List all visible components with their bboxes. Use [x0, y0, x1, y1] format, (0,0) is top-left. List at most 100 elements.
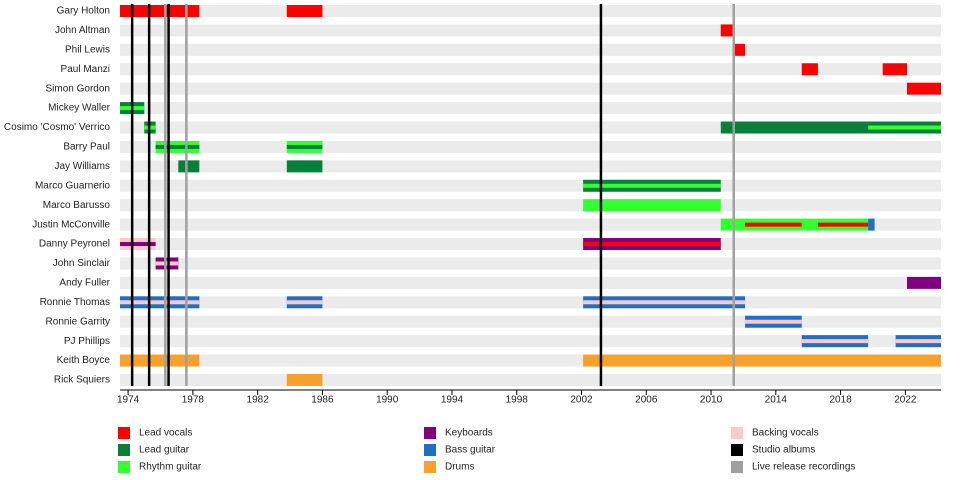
x-tick-label: 1978 [182, 395, 205, 406]
x-tick-label: 1982 [247, 395, 270, 406]
role-bar [178, 160, 200, 173]
member-name: Jay Williams [54, 161, 110, 172]
role-bar [733, 43, 746, 56]
row-band [120, 179, 941, 192]
legend-swatch [731, 427, 743, 439]
role-bar [868, 218, 875, 231]
member-name: PJ Phillips [64, 336, 110, 347]
role-bar [583, 199, 721, 212]
row-band [120, 315, 941, 328]
row-band [120, 121, 941, 134]
legend-swatch [731, 461, 743, 473]
x-tick-label: 1994 [441, 395, 464, 406]
legend-label: Rhythm guitar [139, 462, 202, 473]
x-tick-label: 2006 [635, 395, 658, 406]
role-bar [906, 276, 941, 289]
role-stripe [155, 261, 179, 266]
member-name: Keith Boyce [57, 355, 111, 366]
role-bar [120, 5, 200, 17]
row-band [120, 5, 941, 17]
member-name: Phil Lewis [65, 44, 110, 55]
legend-label: Lead vocals [139, 428, 192, 439]
legend-swatch [424, 444, 436, 456]
legend-label: Bass guitar [445, 445, 496, 456]
member-name: Justin McConville [32, 219, 110, 230]
member-name: Cosimo 'Cosmo' Verrico [4, 122, 111, 133]
role-bar [120, 354, 200, 367]
row-band [120, 102, 941, 115]
row-band [120, 43, 941, 56]
member-name: Barry Paul [63, 142, 110, 153]
role-bar [286, 160, 323, 173]
legend-swatch [731, 444, 743, 456]
member-name: Gary Holton [57, 6, 110, 17]
role-bar [286, 5, 323, 17]
member-name: Andy Fuller [59, 278, 110, 289]
role-stripe [745, 319, 802, 324]
role-stripe [745, 222, 802, 227]
legend-swatch [424, 427, 436, 439]
row-band [120, 373, 941, 386]
legend-label: Live release recordings [752, 462, 855, 473]
legend-swatch [424, 461, 436, 473]
member-name: Marco Barusso [43, 200, 111, 211]
member-name: Rick Squiers [54, 375, 110, 386]
role-stripe [817, 222, 869, 227]
row-band [120, 296, 941, 309]
member-name: Marco Guarnerio [35, 180, 110, 191]
row-band [120, 160, 941, 173]
role-stripe [583, 183, 721, 188]
x-tick-label: 2014 [765, 395, 788, 406]
row-band [120, 276, 941, 289]
member-name: Danny Peyronel [39, 239, 110, 250]
legend-swatch [118, 427, 130, 439]
member-name: Simon Gordon [46, 83, 110, 94]
role-bar [720, 121, 941, 134]
member-name: Paul Manzi [61, 64, 110, 75]
role-stripe [286, 300, 323, 305]
x-tick-label: 2022 [894, 395, 917, 406]
legend-label: Keyboards [445, 428, 493, 439]
role-bar [583, 354, 941, 367]
x-tick-label: 2010 [700, 395, 723, 406]
role-stripe [868, 125, 941, 130]
row-band [120, 140, 941, 153]
role-bar [801, 63, 818, 76]
x-tick-label: 1986 [311, 395, 334, 406]
member-name: Mickey Waller [48, 103, 111, 114]
row-band [120, 24, 941, 37]
role-stripe [155, 144, 200, 149]
role-stripe [120, 242, 156, 247]
x-tick-label: 1998 [506, 395, 529, 406]
role-stripe [895, 339, 941, 344]
role-bar [882, 63, 907, 76]
x-tick-label: 1990 [376, 395, 399, 406]
row-band [120, 238, 941, 251]
row-band [120, 82, 941, 95]
role-bar [720, 24, 734, 37]
role-stripe [583, 242, 721, 247]
x-tick-label: 1974 [117, 395, 140, 406]
row-band [120, 335, 941, 348]
role-bar [286, 373, 323, 386]
member-name: John Sinclair [53, 258, 111, 269]
role-stripe [286, 144, 323, 149]
x-tick-label: 2018 [829, 395, 852, 406]
legend-swatch [118, 461, 130, 473]
role-stripe [583, 300, 746, 305]
role-stripe [120, 300, 200, 305]
row-band [120, 199, 941, 212]
legend-label: Studio albums [752, 445, 815, 456]
row-band [120, 63, 941, 76]
member-name: Ronnie Thomas [40, 297, 110, 308]
member-name: Ronnie Garrity [46, 316, 110, 327]
role-stripe [801, 339, 869, 344]
legend-label: Drums [445, 462, 474, 473]
legend-label: Backing vocals [752, 428, 819, 439]
member-name: John Altman [55, 25, 110, 36]
row-band [120, 257, 941, 270]
legend-label: Lead guitar [139, 445, 190, 456]
legend-swatch [118, 444, 130, 456]
x-tick-label: 2002 [570, 395, 593, 406]
